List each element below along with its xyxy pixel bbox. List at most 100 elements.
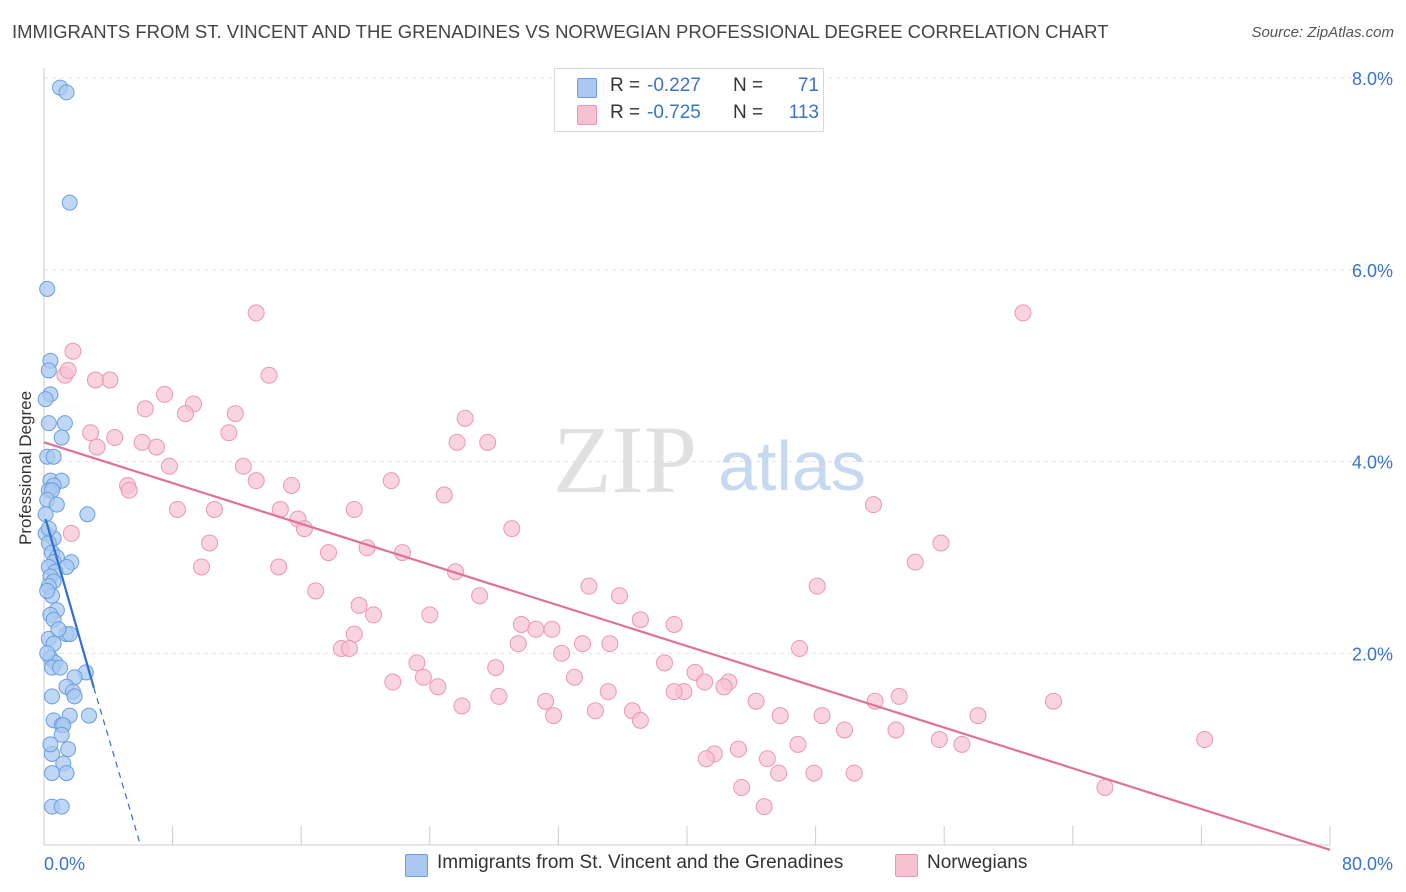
- data-point-norwegians: [930, 731, 948, 749]
- data-point-immigrants: [60, 741, 77, 758]
- data-point-norwegians: [631, 711, 649, 729]
- data-point-norwegians: [601, 635, 619, 653]
- data-point-norwegians: [101, 371, 119, 389]
- data-point-norwegians: [545, 707, 563, 725]
- data-point-norwegians: [421, 606, 439, 624]
- watermark-atlas: atlas: [718, 427, 866, 505]
- legend-swatch-blue: [405, 854, 428, 877]
- legend-swatch-pink: [895, 854, 918, 877]
- data-point-norwegians: [932, 534, 950, 552]
- data-point-norwegians: [887, 721, 905, 739]
- data-point-norwegians: [270, 558, 288, 576]
- legend-r-label: R =: [610, 75, 641, 96]
- y-tick-label: 4.0%: [1352, 453, 1393, 473]
- data-point-norwegians: [133, 433, 151, 451]
- data-point-norwegians: [747, 692, 765, 710]
- data-point-norwegians: [168, 500, 186, 518]
- data-point-norwegians: [503, 520, 521, 538]
- data-point-immigrants: [53, 798, 70, 815]
- data-point-norwegians: [836, 721, 854, 739]
- data-point-immigrants: [39, 582, 56, 599]
- data-point-norwegians: [201, 534, 219, 552]
- trend-line-immigrants-extension: [93, 687, 142, 846]
- data-point-norwegians: [553, 644, 571, 662]
- data-point-norwegians: [448, 433, 466, 451]
- data-point-norwegians: [1014, 304, 1032, 322]
- data-point-norwegians: [106, 429, 124, 447]
- legend-n-label: N =: [733, 102, 764, 123]
- legend-label-immigrants: Immigrants from St. Vincent and the Gren…: [437, 852, 844, 873]
- data-point-norwegians: [1196, 731, 1214, 749]
- data-point-norwegians: [758, 750, 776, 768]
- x-tick-label: 0.0%: [44, 854, 85, 874]
- data-point-norwegians: [64, 342, 82, 360]
- data-point-norwegians: [345, 500, 363, 518]
- data-point-norwegians: [599, 683, 617, 701]
- data-point-norwegians: [260, 366, 278, 384]
- data-point-immigrants: [66, 688, 83, 705]
- data-point-norwegians: [156, 385, 174, 403]
- data-point-norwegians: [88, 438, 106, 456]
- data-point-norwegians: [487, 659, 505, 677]
- data-point-norwegians: [969, 707, 987, 725]
- data-point-norwegians: [384, 673, 402, 691]
- data-point-norwegians: [340, 639, 358, 657]
- data-point-immigrants: [53, 429, 70, 446]
- data-point-norwegians: [456, 409, 474, 427]
- y-tick-label: 2.0%: [1352, 644, 1393, 664]
- data-point-norwegians: [906, 553, 924, 571]
- data-point-norwegians: [82, 424, 100, 442]
- data-point-norwegians: [509, 635, 527, 653]
- legend-n-label: N =: [733, 75, 764, 96]
- data-point-norwegians: [176, 405, 194, 423]
- tick-labels: 2.0% 4.0% 6.0% 8.0% 0.0% 80.0%: [44, 69, 1393, 874]
- data-point-immigrants: [39, 645, 56, 662]
- data-point-norwegians: [1096, 778, 1114, 796]
- data-point-norwegians: [845, 764, 863, 782]
- data-point-norwegians: [136, 400, 154, 418]
- data-point-norwegians: [771, 707, 789, 725]
- data-point-norwegians: [808, 577, 826, 595]
- data-point-immigrants: [52, 659, 69, 676]
- data-point-norwegians: [755, 798, 773, 816]
- watermark: ZIP atlas: [553, 406, 866, 513]
- data-point-norwegians: [729, 740, 747, 758]
- source-label: Source: ZipAtlas.com: [1251, 24, 1394, 41]
- data-point-norwegians: [345, 625, 363, 643]
- data-point-norwegians: [453, 697, 471, 715]
- data-point-norwegians: [307, 582, 325, 600]
- data-point-immigrants: [53, 726, 70, 743]
- legend-swatch-blue: [577, 78, 597, 98]
- y-tick-label: 8.0%: [1352, 69, 1393, 89]
- data-point-norwegians: [435, 486, 453, 504]
- grid-lines: [44, 77, 1395, 654]
- data-point-norwegians: [1045, 692, 1063, 710]
- data-point-norwegians: [382, 472, 400, 490]
- data-point-norwegians: [655, 654, 673, 672]
- data-point-immigrants: [48, 496, 65, 513]
- data-point-norwegians: [574, 635, 592, 653]
- series-immigrants: [37, 79, 98, 815]
- data-point-norwegians: [283, 476, 301, 494]
- legend-n-value: 71: [797, 75, 819, 96]
- trend-line-norwegians: [43, 441, 1331, 851]
- series-norwegians: [56, 304, 1214, 816]
- data-point-norwegians: [697, 750, 715, 768]
- watermark-zip: ZIP: [553, 406, 697, 513]
- legend-r-value: -0.725: [647, 102, 701, 123]
- data-point-norwegians: [512, 615, 530, 633]
- data-point-norwegians: [586, 702, 604, 720]
- legend-label-norwegians: Norwegians: [927, 852, 1028, 873]
- legend-n-value: 113: [788, 102, 819, 123]
- data-point-norwegians: [715, 678, 733, 696]
- correlation-legend: R = -0.227 N = 71 R = -0.725 N = 113: [554, 68, 824, 132]
- data-point-norwegians: [479, 433, 497, 451]
- data-point-norwegians: [890, 687, 908, 705]
- data-point-norwegians: [813, 707, 831, 725]
- data-point-norwegians: [148, 438, 166, 456]
- data-point-norwegians: [565, 668, 583, 686]
- data-point-norwegians: [580, 577, 598, 595]
- data-point-norwegians: [665, 615, 683, 633]
- data-point-immigrants: [56, 415, 73, 432]
- data-point-norwegians: [791, 639, 809, 657]
